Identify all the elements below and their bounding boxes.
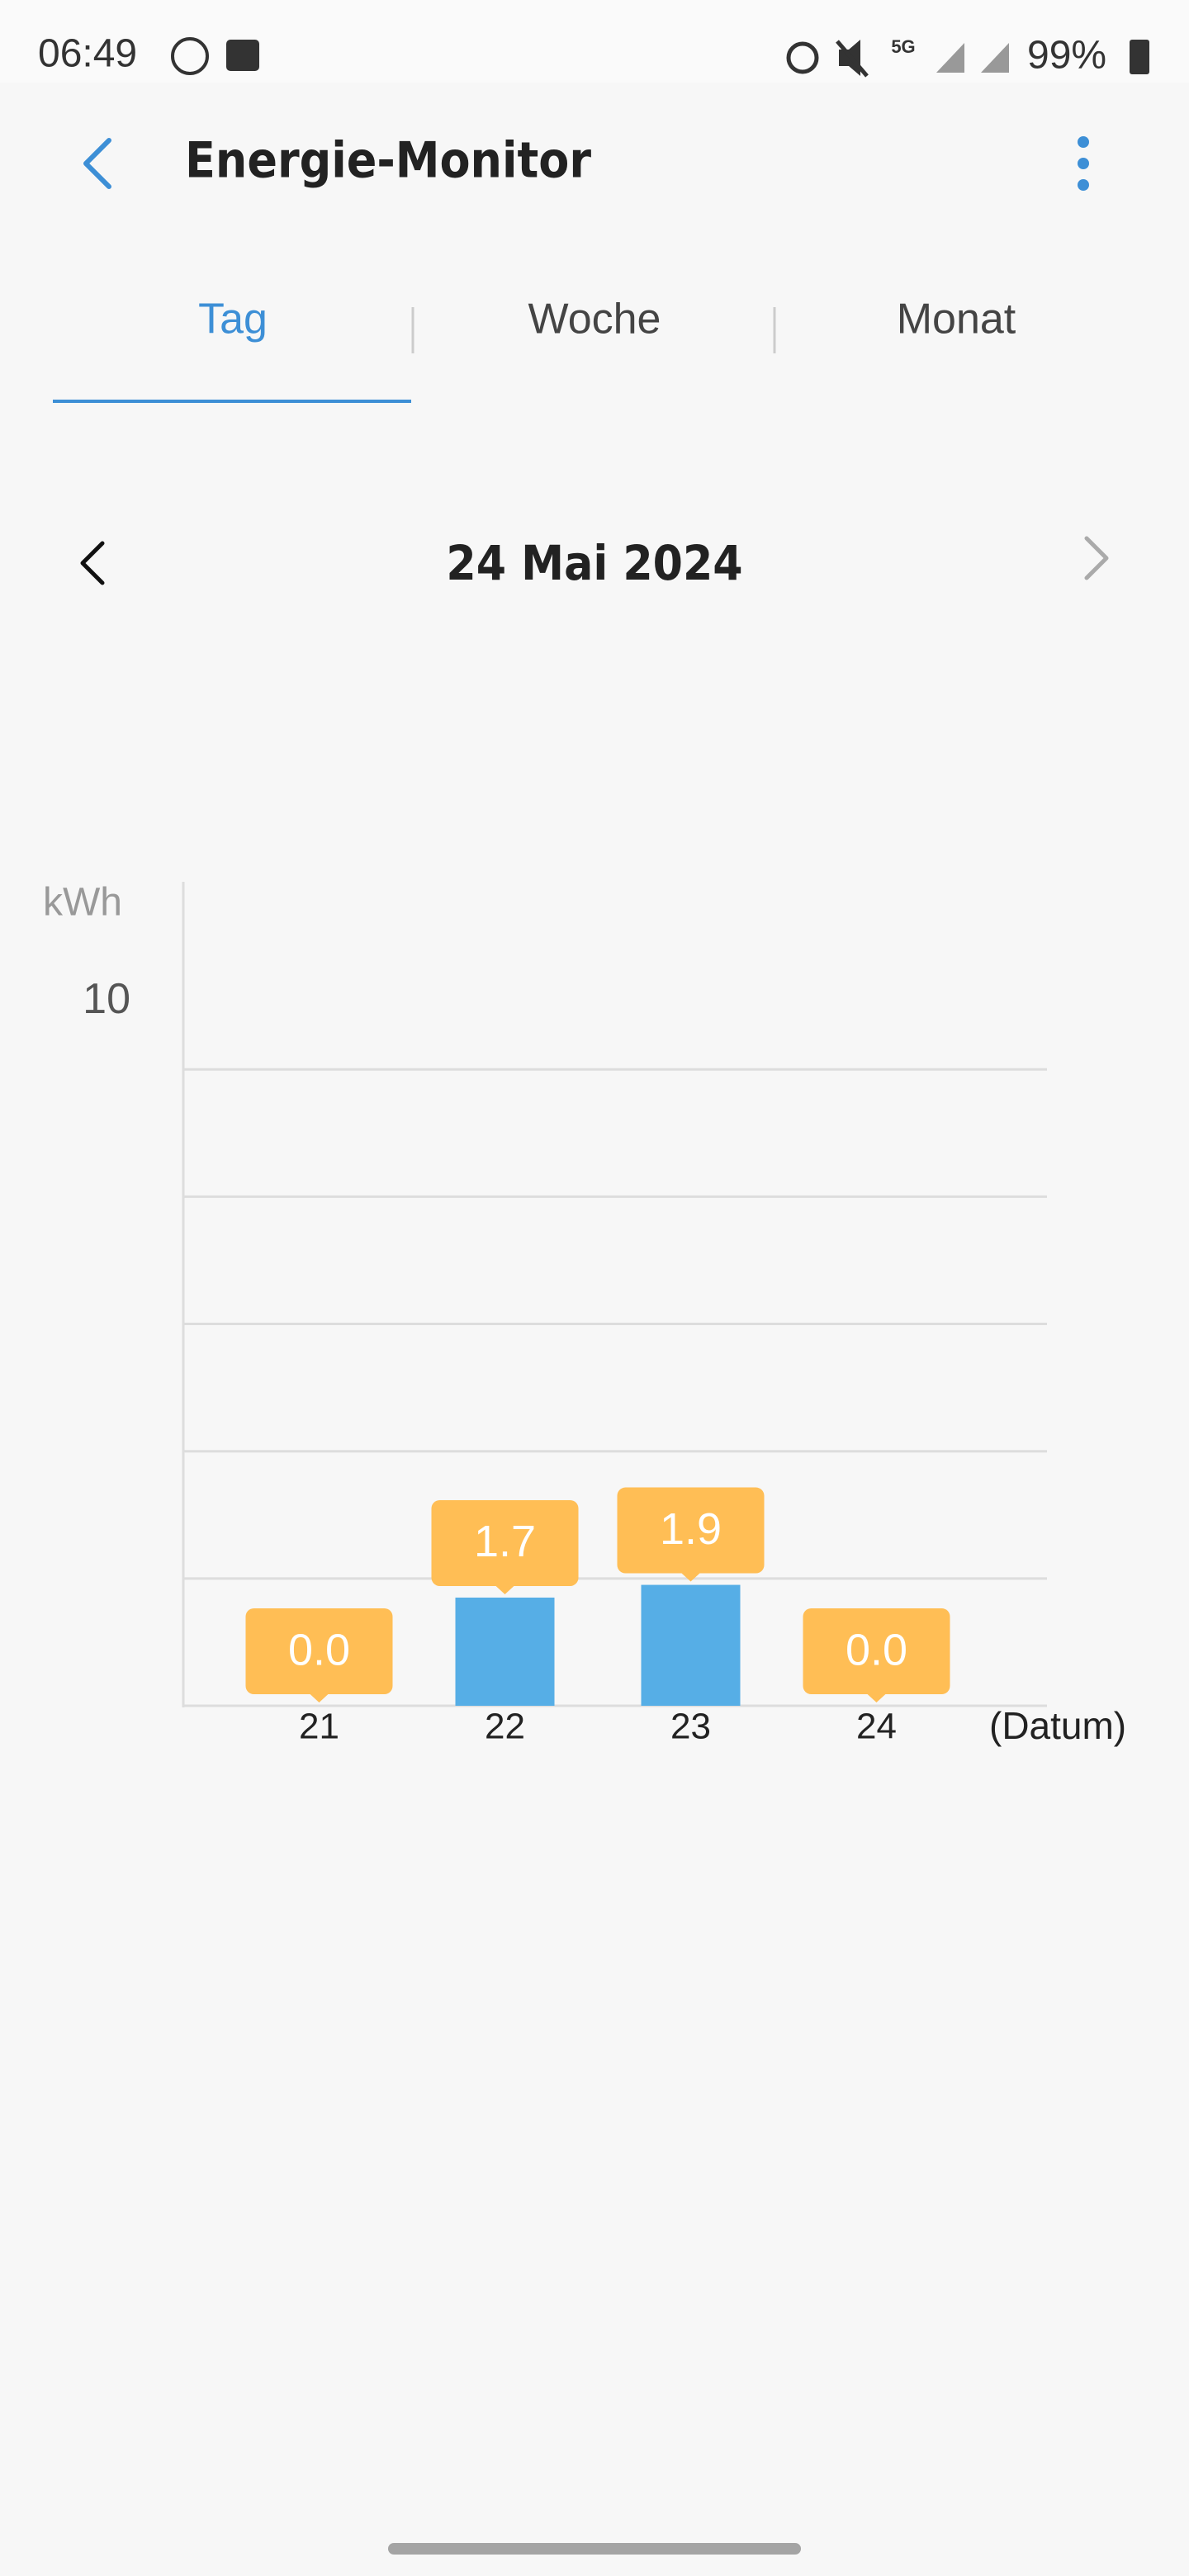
value-label: 0.0 (288, 1625, 350, 1674)
value-label: 1.9 (660, 1504, 722, 1554)
value-label-box (803, 1608, 950, 1694)
signal-icon (936, 43, 964, 73)
y-axis-title: kWh (43, 881, 122, 925)
x-tick-label: 23 (670, 1707, 711, 1747)
x-tick-label: 21 (299, 1707, 339, 1747)
date-label: 24 Mai 2024 (446, 535, 742, 591)
network-type: 5G (891, 36, 915, 57)
battery-level: 99% (1027, 34, 1106, 78)
tab[interactable]: Monat (897, 296, 1016, 343)
app-title: Energie-Monitor (185, 132, 591, 190)
bar (641, 1584, 741, 1706)
value-label-pointer (309, 1693, 329, 1702)
tab[interactable]: Tag (198, 296, 268, 343)
tab[interactable]: Woche (528, 296, 661, 343)
y-tick-label: 10 (83, 975, 130, 1023)
value-label-pointer (680, 1572, 701, 1582)
value-label: 0.0 (846, 1625, 907, 1674)
value-label-box (617, 1487, 765, 1574)
prev-date[interactable] (80, 541, 105, 585)
x-axis-title: (Datum) (989, 1704, 1126, 1747)
value-label-pointer (866, 1693, 887, 1702)
back-button[interactable] (83, 138, 111, 189)
status-time: 06:49 (38, 32, 137, 76)
value-label-box (431, 1499, 579, 1586)
home-indicator (388, 2543, 801, 2555)
battery-icon (1130, 40, 1149, 74)
value-label-box (245, 1608, 393, 1694)
menu-dot (1078, 136, 1089, 148)
mute-icon (836, 40, 869, 78)
value-label: 1.7 (474, 1517, 536, 1566)
x-tick-label: 22 (485, 1707, 525, 1747)
status-icon (171, 37, 209, 75)
alarm-icon (786, 41, 819, 74)
status-icon (226, 40, 259, 71)
next-date[interactable] (1084, 536, 1109, 580)
bar (455, 1597, 555, 1706)
signal-icon (981, 43, 1009, 73)
menu-button[interactable] (1078, 136, 1089, 191)
x-tick-label: 24 (856, 1707, 897, 1747)
menu-dot (1078, 158, 1089, 169)
value-label-pointer (495, 1584, 515, 1594)
menu-dot (1078, 179, 1089, 191)
